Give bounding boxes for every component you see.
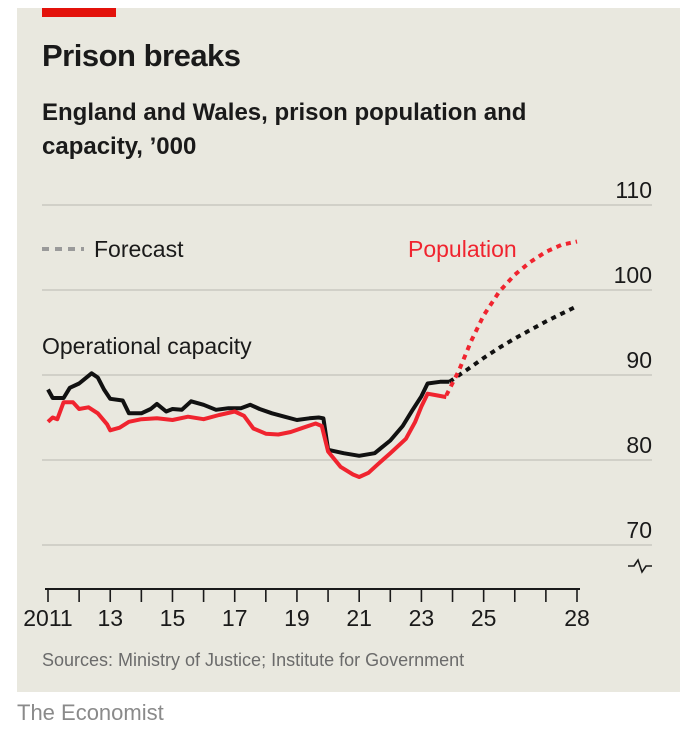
chart-panel xyxy=(17,8,680,692)
series-population-forecast xyxy=(444,239,578,397)
population-label: Population xyxy=(408,236,517,262)
y-tick-label: 110 xyxy=(615,177,652,203)
x-tick-label: 28 xyxy=(564,605,590,631)
x-axis: 2011 13 15 17 19 21 23 25 28 xyxy=(23,588,590,631)
series-capacity-forecast xyxy=(448,304,578,384)
source-note: Sources: Ministry of Justice; Institute … xyxy=(42,650,465,670)
series-labels: Population Operational capacity xyxy=(42,236,517,359)
legend: Forecast xyxy=(42,236,184,262)
y-tick-label: 70 xyxy=(626,517,652,543)
series-operational-capacity xyxy=(46,371,450,458)
x-tick-label: 19 xyxy=(284,605,310,631)
x-tick-label: 23 xyxy=(409,605,435,631)
y-tick-label: 80 xyxy=(626,432,652,458)
x-tick-label: 13 xyxy=(97,605,123,631)
x-tick-label: 15 xyxy=(160,605,186,631)
series-population xyxy=(46,391,447,479)
chart-subtitle: England and Wales, prison population and… xyxy=(42,99,527,160)
axis-break-icon xyxy=(628,558,652,574)
x-tick-label: 2011 xyxy=(23,605,72,631)
y-tick-label: 90 xyxy=(626,347,652,373)
forecast-legend-label: Forecast xyxy=(94,236,184,262)
x-tick-label: 25 xyxy=(471,605,497,631)
accent-bar xyxy=(42,8,116,17)
y-axis-labels: 70 80 90 100 110 xyxy=(614,177,652,574)
operational-capacity-label: Operational capacity xyxy=(42,333,252,359)
gridlines xyxy=(42,204,652,546)
chart-title: Prison breaks xyxy=(42,38,241,73)
brand-label: The Economist xyxy=(17,700,164,725)
x-tick-label: 21 xyxy=(346,605,372,631)
x-tick-label: 17 xyxy=(222,605,248,631)
series-lines xyxy=(46,239,578,479)
y-tick-label: 100 xyxy=(614,262,652,288)
